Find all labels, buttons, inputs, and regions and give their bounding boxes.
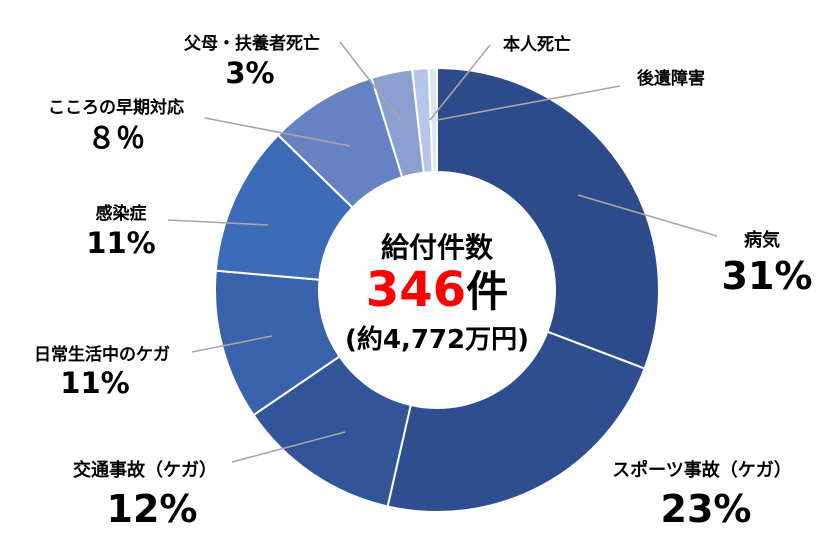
slice-value-label-illness: 31% (722, 254, 813, 298)
slice-label-illness: 病気 (744, 229, 780, 251)
slice-labels: 病気 31% スポーツ事故（ケガ） 23% 交通事故（ケガ） 12% 日常生活中… (34, 33, 812, 531)
slice-label-infection: 感染症 (96, 203, 147, 224)
leader-line-residual-disability (436, 85, 621, 121)
slice-value-label-daily-life-injury: 11% (60, 366, 129, 400)
slice-value-label-sports-accident: 23% (661, 487, 752, 531)
slice-label-sports-accident: スポーツ事故（ケガ） (612, 459, 792, 481)
leader-line-parent-guardian-death (339, 41, 403, 123)
leader-line-self-death (429, 44, 491, 121)
slice-value-label-parent-guardian-death: 3% (225, 56, 274, 90)
leader-line-infection (167, 219, 269, 226)
leader-line-illness (577, 194, 718, 237)
center-amount: (約4,772万円) (345, 324, 529, 355)
slice-value-label-mental-health-early-support: ８％ (87, 121, 145, 155)
slice-label-residual-disability: 後遺障害 (637, 68, 705, 89)
slice-residual-disability (427, 67, 438, 174)
slice-label-mental-health-early-support: こころの早期対応 (48, 97, 184, 118)
center-count: 346件 (366, 262, 508, 318)
center-count-unit: 件 (466, 267, 508, 316)
leader-line-traffic-accident (231, 431, 346, 463)
slice-label-parent-guardian-death: 父母・扶養者死亡 (183, 33, 320, 54)
slice-value-label-traffic-accident: 12% (107, 487, 198, 531)
donut-slices (214, 67, 660, 513)
slice-value-label-infection: 11% (86, 226, 155, 260)
center-label: 給付件数 (381, 231, 494, 264)
leader-lines (167, 41, 718, 463)
slice-label-self-death: 本人死亡 (503, 34, 571, 55)
slice-sports-accident (386, 330, 646, 513)
slice-label-daily-life-injury: 日常生活中のケガ (34, 344, 170, 365)
leader-line-mental-health-early-support (204, 117, 351, 147)
leader-line-daily-life-injury (191, 335, 273, 353)
slice-illness (436, 67, 660, 370)
center-count-number: 346 (366, 262, 466, 318)
donut-center: 給付件数 346件 (約4,772万円) (345, 231, 529, 355)
slice-label-traffic-accident: 交通事故（ケガ） (73, 459, 217, 481)
